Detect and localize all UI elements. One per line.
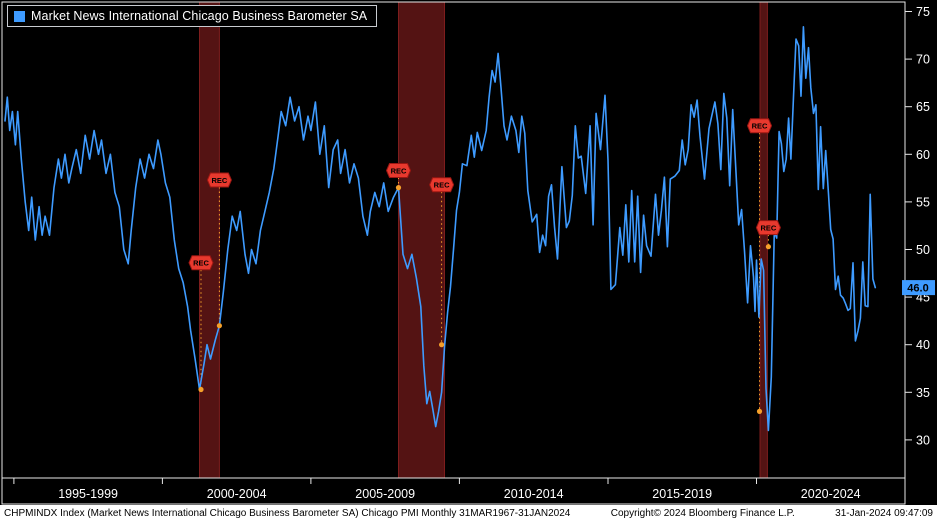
rec-flag-shape (755, 220, 781, 236)
rec-flag-shape (206, 172, 232, 188)
x-axis-strip-frame (1, 477, 906, 505)
rec-flag-shape (385, 163, 412, 178)
y-axis-label: 55 (916, 195, 930, 209)
legend-label: Market News International Chicago Busine… (31, 9, 368, 23)
last-value-badge (902, 280, 935, 296)
y-axis-label: 70 (916, 53, 930, 67)
last-value-label: 46.0 (907, 283, 928, 295)
rec-flag-label: REC (434, 181, 450, 190)
x-axis-bin-label: 2005-2009 (355, 487, 415, 501)
x-axis-bin-label: 1995-1999 (58, 487, 118, 501)
rec-flag-shape (746, 118, 773, 134)
rec-flag[interactable]: REC (385, 163, 412, 178)
legend[interactable]: Market News International Chicago Busine… (7, 5, 378, 27)
footer-ticker-description: CHPMINDX Index (Market News Internationa… (4, 507, 571, 519)
x-axis-bin-label: 2010-2014 (504, 487, 564, 501)
footer-bar: CHPMINDX Index (Market News Internationa… (0, 505, 937, 521)
x-axis-bin-label: 2020-2024 (801, 487, 861, 501)
rec-event-dot (439, 342, 445, 348)
y-axis-label: 75 (916, 5, 930, 19)
y-axis-label: 50 (916, 243, 930, 257)
rec-flag-shape (429, 177, 455, 193)
pmi-series-line (4, 25, 877, 432)
rec-flag[interactable]: REC (206, 172, 232, 188)
rec-event-dot (756, 408, 763, 414)
rec-flag-label: REC (760, 223, 776, 232)
rec-flag-label: REC (391, 166, 407, 175)
y-axis-label: 60 (916, 148, 930, 162)
rec-flag-label: REC (211, 176, 227, 185)
rec-flag[interactable]: REC (188, 255, 214, 271)
x-axis-bin-label: 2015-2019 (652, 487, 712, 501)
rec-event-dot (216, 323, 222, 329)
y-axis-label: 30 (916, 433, 930, 447)
legend-swatch-icon (14, 10, 25, 22)
footer-copyright: Copyright© 2024 Bloomberg Finance L.P. (610, 507, 795, 519)
rec-flag-label: REC (193, 259, 209, 268)
y-axis-label: 35 (916, 386, 930, 400)
y-axis-label: 65 (916, 100, 930, 114)
x-axis-bin-label: 2000-2004 (207, 487, 267, 501)
rec-flag[interactable]: REC (746, 118, 773, 134)
rec-event-dot (765, 244, 772, 250)
rec-flag-shape (188, 255, 214, 271)
rec-flag[interactable]: REC (755, 220, 781, 236)
rec-flag[interactable]: REC (429, 177, 455, 193)
y-axis-label: 40 (916, 338, 930, 352)
recession-band (199, 1, 220, 479)
recession-band (398, 1, 445, 479)
rec-flag-label: REC (752, 122, 768, 131)
footer-timestamp: 31-Jan-2024 09:47:09 (835, 507, 933, 519)
rec-event-dot (198, 386, 204, 393)
rec-event-dot (395, 185, 402, 191)
